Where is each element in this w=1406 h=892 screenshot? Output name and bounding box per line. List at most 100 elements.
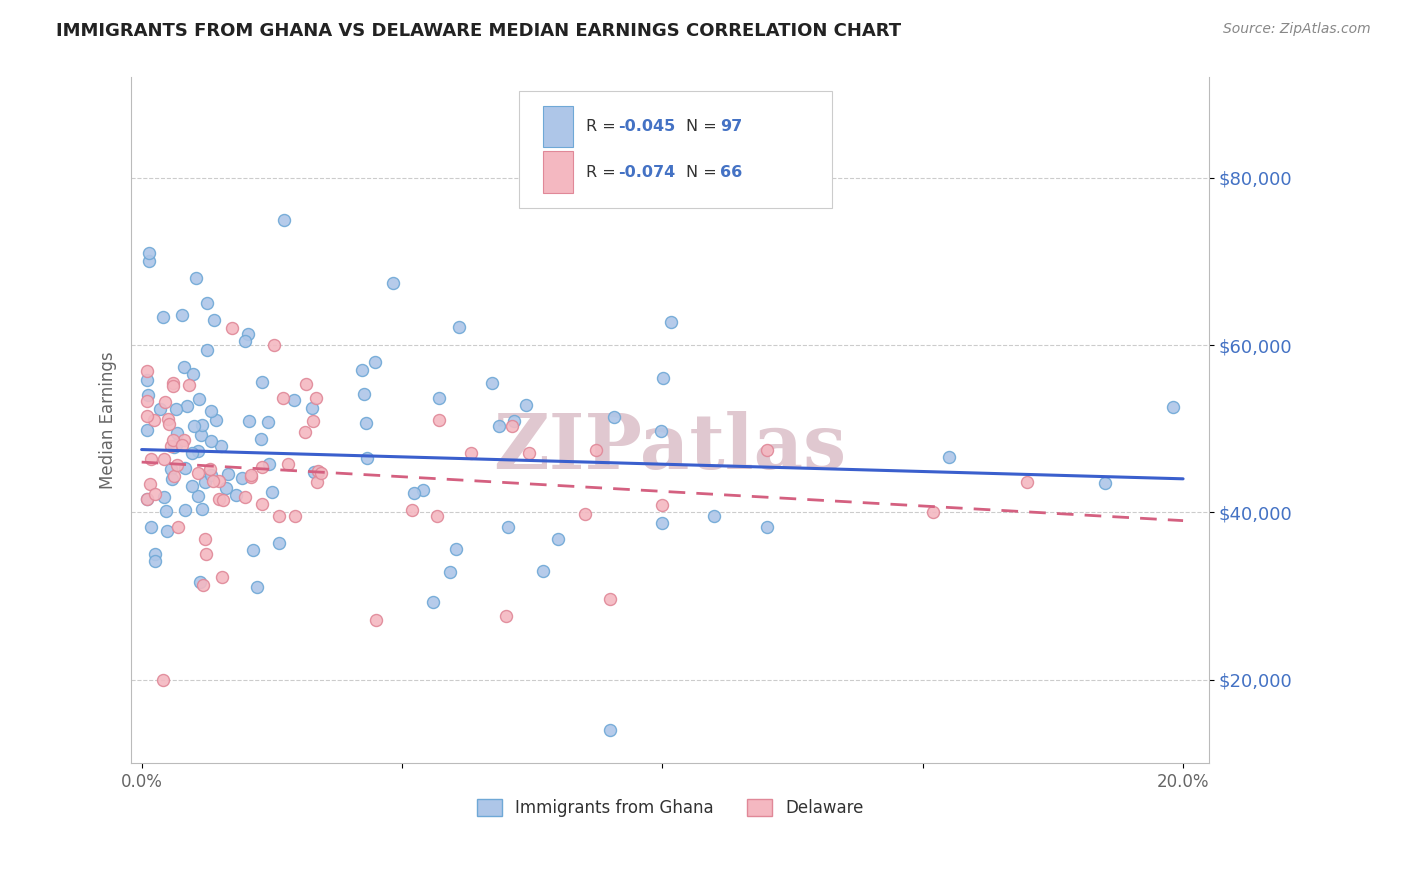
Point [250, 375, 273, 389]
Point [166, 458, 188, 473]
Point [188, 575, 211, 590]
Point [402, 486, 425, 500]
Point [651, 371, 673, 385]
Point [249, 433, 271, 447]
Point [381, 277, 404, 291]
Point [143, 554, 166, 568]
Point [356, 451, 378, 466]
Point [1015, 475, 1038, 490]
Text: -0.074: -0.074 [619, 164, 676, 179]
Point [184, 271, 207, 285]
Point [447, 319, 470, 334]
Point [267, 535, 290, 549]
Point [233, 334, 256, 349]
Point [302, 414, 325, 428]
Point [1161, 400, 1184, 414]
Point [162, 376, 184, 390]
Point [277, 457, 299, 471]
Point [257, 415, 280, 429]
Point [135, 423, 157, 437]
Point [153, 490, 176, 504]
Point [211, 492, 233, 507]
Point [364, 355, 387, 369]
Point [167, 519, 190, 533]
Point [208, 474, 231, 488]
Point [157, 417, 180, 431]
Legend: Immigrants from Ghana, Delaware: Immigrants from Ghana, Delaware [470, 792, 870, 823]
Point [174, 503, 197, 517]
Point [501, 419, 523, 434]
Text: R =: R = [586, 120, 621, 135]
Point [284, 509, 307, 524]
Point [200, 404, 222, 418]
Text: 97: 97 [720, 120, 742, 135]
Point [152, 452, 174, 467]
Point [412, 483, 434, 497]
Point [209, 439, 232, 453]
Point [301, 401, 323, 416]
Point [703, 509, 725, 524]
Point [172, 438, 194, 452]
Point [350, 363, 373, 377]
Point [599, 723, 621, 737]
Point [309, 466, 332, 480]
Point [427, 413, 450, 427]
Point [180, 445, 202, 459]
Point [162, 440, 184, 454]
Point [166, 425, 188, 440]
Point [191, 577, 214, 591]
Point [200, 467, 222, 482]
Point [138, 246, 160, 260]
Point [353, 386, 375, 401]
Point [481, 376, 503, 390]
Point [250, 460, 273, 475]
Point [574, 507, 596, 521]
Point [659, 315, 682, 329]
Point [202, 313, 225, 327]
Point [650, 424, 672, 438]
Point [208, 491, 231, 506]
Point [215, 481, 238, 495]
Point [143, 487, 166, 501]
FancyBboxPatch shape [519, 91, 832, 208]
Point [295, 376, 318, 391]
Point [217, 467, 239, 481]
Text: N =: N = [686, 164, 723, 179]
Point [651, 516, 673, 531]
Point [152, 673, 174, 687]
Point [502, 415, 524, 429]
Point [308, 465, 330, 479]
Point [225, 488, 247, 502]
Point [160, 472, 183, 486]
Point [194, 533, 217, 547]
Point [160, 462, 183, 476]
Point [180, 479, 202, 493]
Text: 66: 66 [720, 164, 742, 179]
Point [755, 520, 778, 534]
Point [426, 508, 449, 523]
Point [156, 524, 179, 538]
Point [271, 391, 294, 405]
Point [190, 502, 212, 516]
Point [201, 474, 224, 488]
Point [135, 364, 157, 378]
Text: Source: ZipAtlas.com: Source: ZipAtlas.com [1223, 22, 1371, 37]
Point [139, 520, 162, 534]
Point [183, 418, 205, 433]
Point [143, 548, 166, 562]
Point [179, 377, 201, 392]
FancyBboxPatch shape [543, 106, 574, 147]
Point [176, 399, 198, 413]
Text: ZIPatlas: ZIPatlas [494, 410, 846, 484]
Point [304, 465, 326, 479]
Point [174, 461, 197, 475]
Point [1094, 476, 1116, 491]
Point [198, 462, 221, 476]
Point [136, 387, 159, 401]
Point [138, 254, 160, 268]
Point [188, 392, 211, 407]
Point [187, 489, 209, 503]
Point [141, 451, 163, 466]
Point [135, 492, 157, 507]
Point [246, 580, 269, 594]
